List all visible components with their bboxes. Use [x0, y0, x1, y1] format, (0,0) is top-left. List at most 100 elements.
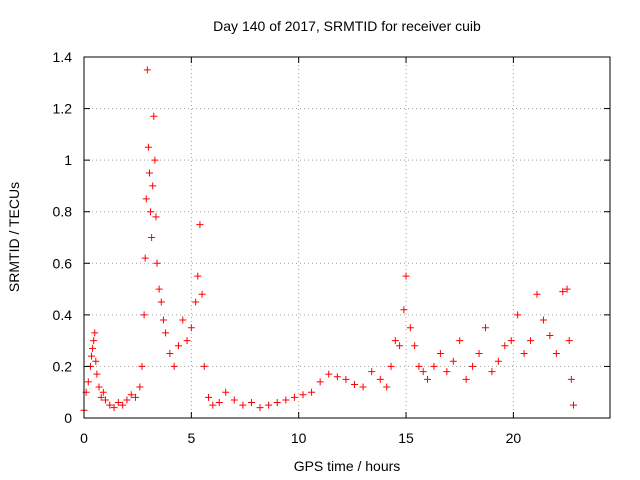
- data-point: [469, 362, 477, 370]
- data-point: [153, 259, 161, 267]
- data-point: [222, 388, 230, 396]
- data-point: [194, 272, 202, 280]
- data-point: [247, 399, 255, 407]
- data-point: [325, 370, 333, 378]
- data-point: [88, 352, 96, 360]
- data-point: [152, 213, 160, 221]
- data-point: [138, 362, 146, 370]
- x-tick-label: 20: [506, 430, 522, 446]
- data-point: [179, 316, 187, 324]
- data-point: [99, 388, 107, 396]
- data-point: [400, 306, 408, 314]
- data-point: [101, 396, 109, 404]
- data-point: [419, 368, 427, 376]
- data-point: [95, 383, 103, 391]
- data-point: [93, 370, 101, 378]
- data-point: [424, 375, 432, 383]
- plot-frame: [83, 56, 611, 419]
- data-point: [475, 350, 483, 358]
- data-point: [123, 396, 131, 404]
- data-point: [411, 342, 419, 350]
- data-point: [106, 401, 114, 409]
- y-axis-label: SRMTID / TECUs: [6, 182, 22, 292]
- data-point: [402, 272, 410, 280]
- data-point: [145, 169, 153, 177]
- data-point: [114, 399, 122, 407]
- data-point: [192, 298, 200, 306]
- data-point: [520, 350, 528, 358]
- data-point: [265, 401, 273, 409]
- data-point: [351, 380, 359, 388]
- data-point: [119, 401, 127, 409]
- x-tick-label: 10: [291, 430, 307, 446]
- y-tick-label: 0: [64, 410, 72, 426]
- data-point: [308, 388, 316, 396]
- y-tick-label: 0.2: [53, 358, 73, 374]
- data-point: [316, 378, 324, 386]
- data-point: [391, 337, 399, 345]
- y-tick-label: 1: [64, 152, 72, 168]
- data-point: [127, 391, 135, 399]
- data-point: [533, 290, 541, 298]
- data-point: [140, 311, 148, 319]
- data-point: [359, 383, 367, 391]
- data-point: [494, 357, 502, 365]
- data-point: [162, 329, 170, 337]
- data-point: [148, 234, 156, 241]
- y-tick-label: 0.4: [53, 307, 73, 323]
- data-point: [183, 337, 191, 345]
- data-point: [90, 337, 98, 345]
- data-point: [273, 399, 281, 407]
- data-point: [383, 383, 391, 391]
- data-point: [299, 391, 307, 399]
- data-point: [539, 316, 547, 324]
- data-point: [149, 182, 157, 190]
- data-point: [436, 350, 444, 358]
- data-point: [488, 368, 496, 376]
- data-point: [142, 195, 150, 203]
- data-point: [198, 290, 206, 298]
- data-point: [187, 324, 195, 332]
- x-tick-label: 0: [80, 430, 88, 446]
- data-point: [147, 208, 155, 216]
- data-point: [144, 143, 152, 151]
- data-point: [157, 298, 165, 306]
- data-point: [89, 344, 97, 352]
- data-point: [141, 254, 149, 262]
- data-point: [376, 375, 384, 383]
- data-point: [527, 337, 535, 345]
- data-point: [430, 362, 438, 370]
- data-point: [196, 221, 204, 229]
- y-tick-label: 1.4: [53, 49, 73, 65]
- y-tick-label: 0.8: [53, 204, 73, 220]
- data-point: [151, 156, 159, 164]
- data-point: [174, 342, 182, 350]
- chart-title: Day 140 of 2017, SRMTID for receiver cui…: [213, 18, 481, 34]
- data-point: [501, 342, 509, 350]
- data-point: [97, 393, 105, 401]
- data-point: [91, 329, 99, 337]
- data-point: [514, 311, 522, 319]
- data-point: [567, 375, 575, 383]
- data-point: [92, 357, 100, 365]
- x-axis-label: GPS time / hours: [294, 458, 401, 474]
- data-point: [415, 362, 423, 370]
- data-point: [507, 337, 515, 345]
- data-point: [387, 362, 395, 370]
- data-point: [136, 383, 144, 391]
- data-points: [80, 66, 578, 414]
- data-point: [209, 401, 217, 409]
- data-point: [443, 368, 451, 376]
- y-tick-label: 1.2: [53, 101, 73, 117]
- data-point: [200, 362, 208, 370]
- data-point: [110, 404, 118, 412]
- data-point: [215, 399, 223, 407]
- data-point: [406, 324, 414, 332]
- data-point: [155, 285, 163, 293]
- data-point: [333, 373, 341, 381]
- data-point: [449, 357, 457, 365]
- data-point: [481, 324, 489, 332]
- data-point: [563, 285, 571, 293]
